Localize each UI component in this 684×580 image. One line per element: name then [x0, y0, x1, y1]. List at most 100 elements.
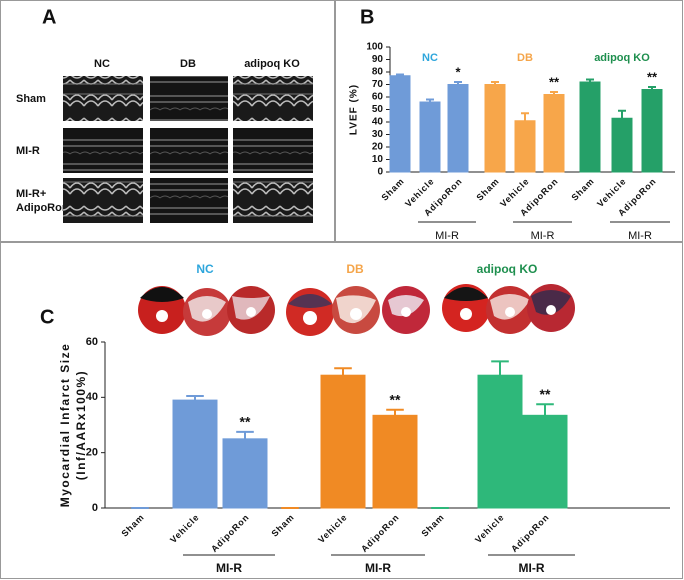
bar: [579, 81, 601, 173]
bracket-label: MI-R: [519, 561, 545, 575]
x-tick-label: AdipoRon: [359, 512, 401, 554]
x-tick-label: Vehicle: [473, 512, 506, 545]
heart: [286, 288, 334, 336]
heart: [486, 286, 534, 334]
bracket-label: MI-R: [216, 561, 242, 575]
group-title: DB: [346, 262, 364, 276]
y-tick-label: 90: [372, 54, 384, 65]
error-bar: [236, 430, 254, 439]
y-axis-label: (Inf/AARx100%): [74, 370, 88, 480]
significance: **: [240, 414, 251, 430]
row-label: Sham: [16, 93, 46, 105]
y-tick-label: 0: [377, 167, 383, 178]
significance: **: [390, 391, 401, 407]
y-tick-label: 10: [372, 154, 384, 165]
bar: [641, 89, 663, 173]
error-bar: [618, 109, 626, 119]
error-bar: [426, 98, 434, 102]
y-tick-label: 50: [372, 104, 384, 115]
group-title: adipoq KO: [477, 262, 538, 276]
error-bar: [550, 91, 558, 95]
echo-image: [233, 178, 313, 223]
x-tick-label: AdipoRon: [509, 512, 551, 554]
echo-image: [233, 128, 313, 173]
significance: **: [647, 69, 658, 84]
echo-image: [63, 76, 143, 121]
heart: [382, 286, 430, 334]
heart: [183, 288, 231, 336]
echo-image: [63, 128, 143, 173]
y-axis-label: LVEF (%): [349, 84, 360, 135]
bar: [484, 84, 506, 173]
echo-image: [233, 76, 313, 121]
heart: [227, 286, 275, 334]
panel-label: A: [42, 6, 56, 28]
y-tick-label: 40: [372, 117, 384, 128]
column-label: NC: [94, 58, 110, 70]
y-tick-label: 0: [92, 502, 98, 514]
y-axis-label: Myocardial Infarct Size: [58, 343, 72, 508]
group-title: adipoq KO: [594, 52, 650, 64]
y-tick-label: 70: [372, 79, 384, 90]
row-label: MI-R+: [16, 188, 46, 200]
significance: **: [540, 386, 551, 402]
significance: *: [455, 64, 461, 79]
echo-image: [63, 178, 143, 223]
bracket-label: MI-R: [435, 230, 459, 242]
error-bar: [491, 360, 509, 376]
x-tick-label: Vehicle: [168, 512, 201, 545]
bracket-label: MI-R: [628, 230, 652, 242]
error-bar: [648, 86, 656, 90]
y-tick-label: 30: [372, 129, 384, 140]
error-bar: [491, 81, 499, 85]
y-tick-label: 20: [372, 142, 384, 153]
y-tick-label: 80: [372, 67, 384, 78]
column-label: adipoq KO: [244, 58, 300, 70]
group-title: DB: [517, 52, 533, 64]
significance: **: [549, 74, 560, 89]
x-tick-label: Sham: [419, 512, 446, 539]
group-title: NC: [196, 262, 214, 276]
error-bar: [334, 367, 352, 376]
error-bar: [454, 81, 462, 85]
panel-c-border: [0, 242, 683, 579]
x-tick-label: Sham: [569, 176, 596, 203]
bar: [447, 84, 469, 173]
heart: [442, 284, 490, 332]
bar: [320, 374, 366, 509]
y-tick-label: 20: [86, 447, 98, 459]
x-tick-label: Sham: [379, 176, 406, 203]
row-label: AdipoRon: [16, 202, 69, 214]
heart: [527, 284, 575, 332]
error-bar: [386, 408, 404, 416]
bar: [611, 117, 633, 173]
error-bar: [396, 73, 404, 76]
bar: [389, 75, 411, 173]
bar: [172, 399, 218, 509]
panel-b-border: [335, 0, 683, 242]
bracket-label: MI-R: [365, 561, 391, 575]
bar: [222, 438, 268, 509]
group-title: NC: [422, 52, 438, 64]
error-bar: [536, 403, 554, 416]
y-tick-label: 60: [86, 336, 98, 348]
x-tick-label: Sham: [269, 512, 296, 539]
bar: [514, 120, 536, 173]
bar: [419, 101, 441, 173]
echo-image: [150, 76, 228, 121]
row-label: MI-R: [16, 145, 40, 157]
error-bar: [586, 78, 594, 82]
error-bar: [186, 394, 204, 401]
bracket-label: MI-R: [531, 230, 555, 242]
bar: [372, 414, 418, 509]
panel-label: B: [360, 6, 374, 28]
y-tick-label: 60: [372, 92, 384, 103]
x-tick-label: Sham: [474, 176, 501, 203]
echo-image: [150, 178, 228, 223]
echo-image: [150, 128, 228, 173]
heart: [332, 286, 380, 334]
x-tick-label: Sham: [119, 512, 146, 539]
column-label: DB: [180, 58, 196, 70]
